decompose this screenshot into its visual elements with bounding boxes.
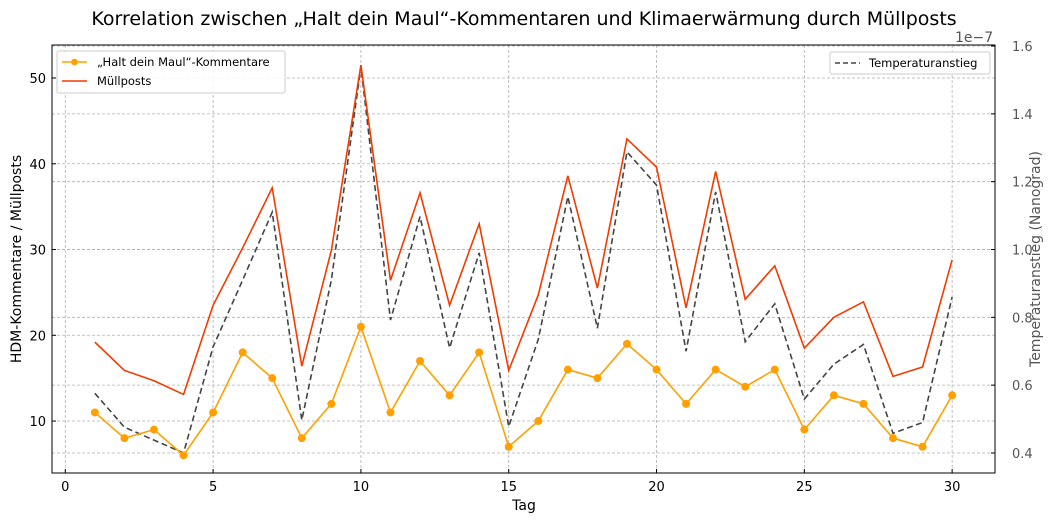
comments-point	[445, 391, 454, 400]
ticks: 0 5 10 15 20 25 30 10 20 30 40 50 0.4 0.6 0.8 1.0 1.2 1.4…	[29, 40, 1032, 495]
comments-point	[386, 408, 395, 417]
comments-point	[209, 408, 218, 417]
muellposts-line	[94, 65, 953, 396]
legend-label-muellposts: Müllposts	[97, 74, 151, 88]
comments-point	[179, 451, 188, 460]
comments-point	[90, 408, 99, 417]
x-tick-label: 20	[648, 480, 665, 495]
y-tick-label-left: 40	[29, 158, 46, 173]
y-axis-label-right: Temperaturanstieg (Nanograd)	[1028, 151, 1044, 368]
legend-left: „Halt dein Maul“-Kommentare Müllposts	[56, 50, 286, 94]
comments-point	[652, 365, 661, 374]
comments-point	[948, 391, 957, 400]
y-tick-label-right: 1.4	[1012, 108, 1033, 123]
x-tick-label: 10	[353, 480, 370, 495]
comments-point	[741, 382, 750, 391]
y-tick-label-left: 30	[29, 244, 46, 259]
y-tick-label-right: 1.2	[1012, 176, 1033, 191]
temperature-line	[94, 66, 953, 455]
comments-point	[475, 348, 484, 357]
comments-point	[918, 442, 927, 451]
comments-point	[563, 365, 572, 374]
comments-line	[94, 324, 953, 457]
comments-point	[297, 434, 306, 443]
y-tick-label-right: 1.6	[1012, 40, 1033, 55]
comments-point	[504, 442, 513, 451]
right-offset-text: 1e−7	[955, 30, 993, 46]
x-tick-label: 0	[61, 480, 69, 495]
plot-frame	[51, 44, 996, 474]
x-tick-label: 5	[209, 480, 217, 495]
comments-point	[682, 399, 691, 408]
comments-point	[416, 357, 425, 366]
comments-point	[889, 434, 898, 443]
comments-point	[711, 365, 720, 374]
x-axis-label: Tag	[511, 498, 536, 514]
comments-point	[238, 348, 247, 357]
legend-label-comments: „Halt dein Maul“-Kommentare	[97, 55, 270, 69]
comments-point	[356, 322, 365, 331]
y-axis-label-left: HDM-Kommentare / Müllposts	[9, 155, 25, 363]
y-tick-label-left: 20	[29, 329, 46, 344]
y-tick-label-right: 0.4	[1012, 447, 1033, 462]
comments-point	[268, 374, 277, 383]
comments-point	[120, 434, 129, 443]
series-layer	[90, 65, 957, 460]
comments-point	[327, 399, 336, 408]
chart-title: Korrelation zwischen „Halt dein Maul“-Ko…	[91, 8, 956, 30]
x-tick-label: 15	[500, 480, 517, 495]
grid	[52, 45, 995, 473]
y-tick-label-right: 0.6	[1012, 379, 1033, 394]
y-tick-label-left: 50	[29, 72, 46, 87]
comments-point	[622, 339, 631, 348]
comments-point	[859, 399, 868, 408]
x-tick-label: 30	[944, 480, 961, 495]
y-tick-label-left: 10	[29, 415, 46, 430]
legend-label-temperature: Temperaturanstieg	[868, 56, 977, 70]
comments-point	[770, 365, 779, 374]
comments-point	[800, 425, 809, 434]
y-tick-label-right: 0.8	[1012, 311, 1033, 326]
comments-point	[149, 425, 158, 434]
legend-marker-comments	[71, 58, 78, 66]
comments-point	[593, 374, 602, 383]
legend-right: Temperaturanstieg	[829, 51, 991, 75]
comments-point	[829, 391, 838, 400]
x-tick-label: 25	[796, 480, 813, 495]
comments-point	[534, 417, 543, 426]
y-tick-label-right: 1.0	[1012, 244, 1033, 259]
